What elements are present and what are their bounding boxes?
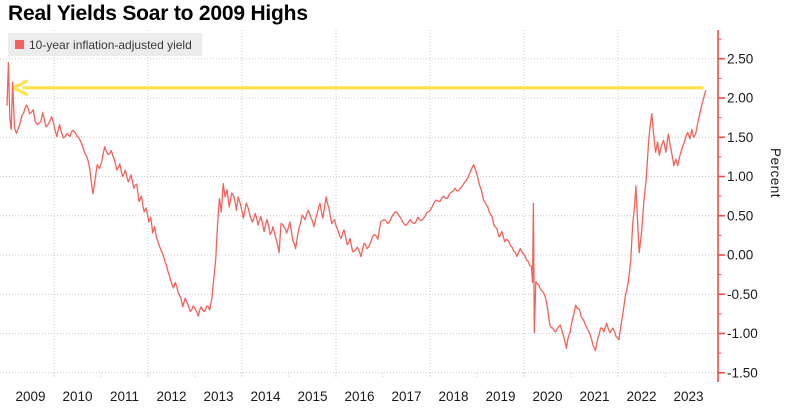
y-tick-label: 2.50: [727, 51, 753, 66]
y-tick-label: 0.50: [727, 208, 753, 223]
x-tick-label: 2023: [673, 389, 703, 404]
y-tick-label: -1.00: [727, 326, 758, 341]
legend-swatch-icon: [15, 40, 24, 49]
y-tick-label: 1.50: [727, 130, 753, 145]
legend: 10-year inflation-adjusted yield: [8, 33, 202, 56]
y-axis-unit-label: Percent: [768, 148, 783, 199]
x-tick-label: 2018: [438, 389, 468, 404]
yield-line: [6, 62, 707, 352]
x-tick-label: 2009: [15, 389, 45, 404]
x-tick-label: 2016: [344, 389, 374, 404]
y-tick-label: 1.00: [727, 169, 753, 184]
x-tick-label: 2011: [110, 389, 139, 404]
y-tick-label: -0.50: [727, 287, 758, 302]
x-tick-label: 2015: [297, 389, 327, 404]
x-tick-label: 2012: [156, 389, 186, 404]
y-tick-label: 0.00: [727, 248, 753, 263]
y-tick-label: 2.00: [727, 91, 753, 106]
x-tick-label: 2017: [391, 389, 421, 404]
x-tick-label: 2010: [62, 389, 92, 404]
x-tick-label: 2021: [579, 389, 609, 404]
y-tick-label: -1.50: [727, 365, 758, 380]
chart-title: Real Yields Soar to 2009 Highs: [8, 2, 308, 25]
x-tick-label: 2020: [532, 389, 562, 404]
x-tick-label: 2019: [485, 389, 515, 404]
legend-label: 10-year inflation-adjusted yield: [29, 37, 192, 52]
x-tick-label: 2022: [626, 389, 656, 404]
x-tick-label: 2013: [203, 389, 233, 404]
highlight-arrow-head: [11, 79, 29, 96]
x-tick-label: 2014: [250, 389, 281, 404]
